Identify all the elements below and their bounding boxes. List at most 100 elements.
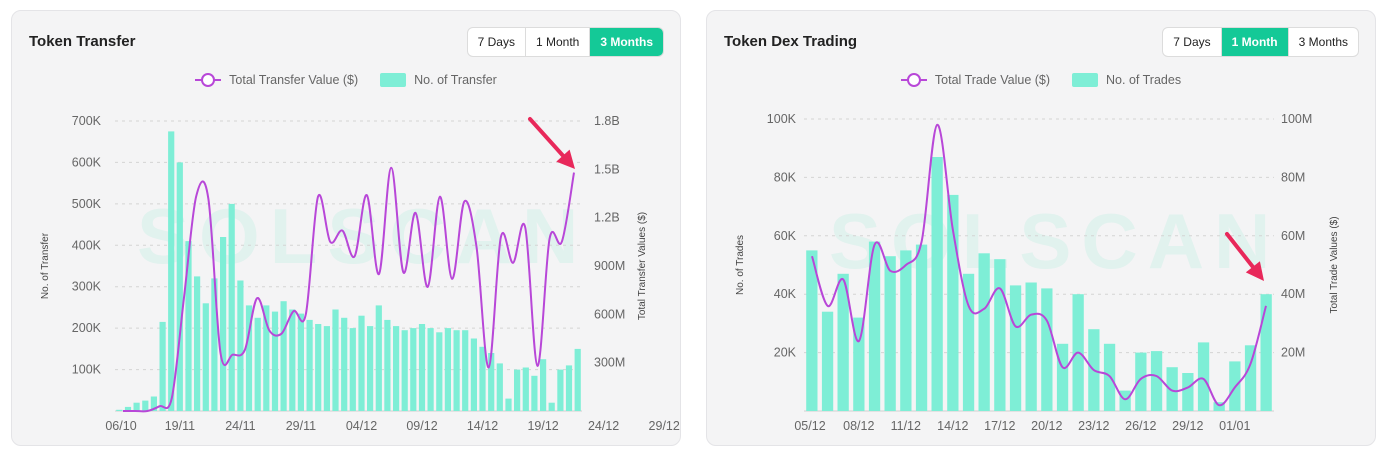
x-tick-label: 19/12: [527, 419, 558, 433]
card-title: Token Dex Trading: [724, 33, 858, 50]
legend-item-bar[interactable]: No. of Transfer: [380, 73, 497, 87]
bar: [176, 162, 183, 411]
bar: [341, 317, 348, 411]
x-tick-label: 08/12: [843, 419, 874, 433]
range-1month-button[interactable]: 1 Month: [1221, 28, 1289, 56]
y2-tick-label: 20M: [1281, 346, 1305, 360]
bar: [565, 365, 573, 411]
x-tick-label: 04/12: [346, 419, 377, 433]
bar: [884, 256, 896, 411]
bar: [263, 305, 270, 411]
legend-item-line[interactable]: Total Trade Value ($): [900, 73, 1051, 87]
chart-legend: Total Trade Value ($) No. of Trades: [707, 73, 1375, 87]
arrow-head: [556, 149, 575, 169]
x-tick-label: 29/12: [649, 419, 680, 433]
y2-tick-label: 900M: [594, 259, 625, 273]
bar: [514, 369, 521, 411]
legend-label: Total Trade Value ($): [934, 73, 1051, 87]
bar: [1056, 343, 1069, 411]
x-tick-label: 26/12: [1125, 419, 1156, 433]
y-tick-label: 40K: [774, 287, 797, 301]
legend-item-bar[interactable]: No. of Trades: [1072, 73, 1181, 87]
bar: [237, 280, 244, 411]
bar: [915, 244, 928, 411]
bar: [1009, 285, 1022, 411]
range-7days-button[interactable]: 7 Days: [1163, 28, 1222, 56]
range-3months-button[interactable]: 3 Months: [1298, 35, 1348, 49]
legend-label: Total Transfer Value ($): [229, 73, 359, 87]
y-tick-label: 200K: [72, 321, 102, 335]
bar: [1182, 373, 1194, 411]
bar: [418, 324, 426, 411]
bar: [962, 273, 975, 411]
y-tick-label: 700K: [72, 114, 102, 128]
legend-label: No. of Trades: [1106, 73, 1182, 87]
arrow-icon: [1225, 232, 1264, 281]
arrow-shaft: [528, 117, 565, 158]
bar: [393, 326, 400, 411]
bar: [375, 305, 382, 411]
bar-swatch-icon: [1072, 73, 1099, 87]
bar: [159, 321, 166, 411]
x-tick-label: 29/12: [1172, 419, 1203, 433]
y2-tick-label: 80M: [1281, 170, 1305, 184]
x-tick-label: 05/12: [794, 419, 825, 433]
y-tick-label: 600K: [72, 155, 102, 169]
bar: [994, 259, 1006, 411]
x-tick-label: 11/12: [891, 419, 921, 433]
bar: [900, 250, 912, 411]
value-line: [123, 166, 575, 413]
y2-axis-title: Total Transfer Values ($): [637, 212, 648, 320]
bar: [557, 369, 564, 411]
bar: [427, 328, 434, 411]
x-tick-label: 14/12: [937, 419, 968, 433]
y-tick-label: 80K: [774, 170, 797, 184]
bar: [1025, 282, 1037, 411]
range-3months-button[interactable]: 3 Months: [590, 28, 663, 56]
y-tick-label: 100K: [767, 112, 797, 126]
bar: [124, 406, 132, 411]
bar: [185, 241, 192, 411]
y2-tick-label: 60M: [1281, 229, 1305, 243]
x-tick-label: 14/12: [467, 419, 498, 433]
bar: [488, 353, 495, 411]
bar: [821, 311, 834, 411]
bar: [150, 396, 157, 411]
token-transfer-card: Token Transfer 7 Days 1 Month 3 Months T…: [11, 10, 740, 446]
bar: [358, 315, 365, 411]
token-dex-trading-card: Token Dex Trading 7 Days 1 Month 3 Month…: [706, 10, 1376, 446]
y-tick-label: 100K: [72, 363, 102, 377]
bar: [116, 409, 123, 411]
bar: [531, 375, 538, 411]
arrow-head: [1245, 261, 1264, 281]
bar: [853, 317, 865, 411]
x-tick-label: 20/12: [1031, 419, 1062, 433]
value-line: [811, 123, 1267, 407]
bar: [228, 203, 235, 411]
legend-item-line[interactable]: Total Transfer Value ($): [195, 73, 358, 87]
y-axis-title: No. of Transfer: [40, 232, 51, 299]
bar: [462, 330, 469, 411]
bar: [1041, 288, 1053, 411]
bar: [522, 367, 529, 411]
y2-axis-title: Total Trade Values ($): [1329, 216, 1340, 313]
token-transfer-chart: 100K 200K 300K 400K 500K 600K 700K 300M 600M 900M…: [40, 114, 740, 433]
x-tick-label: 01/01: [1219, 419, 1250, 433]
bar: [280, 301, 287, 411]
bar: [1119, 390, 1131, 411]
x-tick-label: 23/12: [1078, 419, 1109, 433]
bar: [297, 313, 304, 411]
range-7days-button[interactable]: 7 Days: [468, 28, 526, 56]
bar: [332, 309, 339, 411]
bar: [220, 237, 227, 411]
bar: [202, 303, 209, 411]
range-1month-button[interactable]: 1 Month: [526, 28, 591, 56]
bar: [540, 359, 547, 411]
y-axis-title: No. of Trades: [735, 235, 746, 295]
bar: [978, 253, 990, 411]
bar: [470, 338, 477, 411]
card-title: Token Transfer: [29, 33, 136, 50]
line-marker-icon: [195, 73, 222, 87]
bar: [505, 398, 512, 411]
x-tick-label: 19/11: [165, 419, 195, 433]
